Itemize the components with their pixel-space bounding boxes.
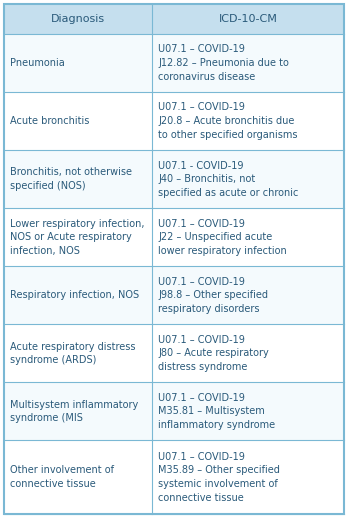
Text: Pneumonia: Pneumonia xyxy=(10,58,65,68)
Text: U07.1 - COVID-19
J40 – Bronchitis, not
specified as acute or chronic: U07.1 - COVID-19 J40 – Bronchitis, not s… xyxy=(158,161,298,198)
Bar xyxy=(4,4,344,34)
Bar xyxy=(4,208,344,266)
Text: U07.1 – COVID-19
M35.89 – Other specified
systemic involvement of
connective tis: U07.1 – COVID-19 M35.89 – Other specifie… xyxy=(158,452,280,502)
Text: ICD-10-CM: ICD-10-CM xyxy=(219,14,277,24)
Text: U07.1 – COVID-19
J12.82 – Pneumonia due to
coronavirus disease: U07.1 – COVID-19 J12.82 – Pneumonia due … xyxy=(158,45,289,82)
Bar xyxy=(4,266,344,324)
Text: Acute respiratory distress
syndrome (ARDS): Acute respiratory distress syndrome (ARD… xyxy=(10,341,135,365)
Bar xyxy=(4,440,344,514)
Text: U07.1 – COVID-19
J80 – Acute respiratory
distress syndrome: U07.1 – COVID-19 J80 – Acute respiratory… xyxy=(158,335,269,372)
Text: U07.1 – COVID-19
M35.81 – Multisystem
inflammatory syndrome: U07.1 – COVID-19 M35.81 – Multisystem in… xyxy=(158,393,275,430)
Text: Lower respiratory infection,
NOS or Acute respiratory
infection, NOS: Lower respiratory infection, NOS or Acut… xyxy=(10,219,144,256)
Text: Diagnosis: Diagnosis xyxy=(51,14,105,24)
Text: U07.1 – COVID-19
J22 – Unspecified acute
lower respiratory infection: U07.1 – COVID-19 J22 – Unspecified acute… xyxy=(158,219,287,256)
Bar xyxy=(4,324,344,382)
Text: Other involvement of
connective tissue: Other involvement of connective tissue xyxy=(10,465,114,489)
Text: U07.1 – COVID-19
J98.8 – Other specified
respiratory disorders: U07.1 – COVID-19 J98.8 – Other specified… xyxy=(158,277,268,314)
Bar xyxy=(4,382,344,440)
Text: Acute bronchitis: Acute bronchitis xyxy=(10,116,89,126)
Text: Bronchitis, not otherwise
specified (NOS): Bronchitis, not otherwise specified (NOS… xyxy=(10,167,132,191)
Bar xyxy=(4,92,344,150)
Text: U07.1 – COVID-19
J20.8 – Acute bronchitis due
to other specified organisms: U07.1 – COVID-19 J20.8 – Acute bronchiti… xyxy=(158,103,298,140)
Bar xyxy=(4,150,344,208)
Bar xyxy=(4,34,344,92)
Text: Respiratory infection, NOS: Respiratory infection, NOS xyxy=(10,290,139,300)
Text: Multisystem inflammatory
syndrome (MIS: Multisystem inflammatory syndrome (MIS xyxy=(10,399,138,423)
